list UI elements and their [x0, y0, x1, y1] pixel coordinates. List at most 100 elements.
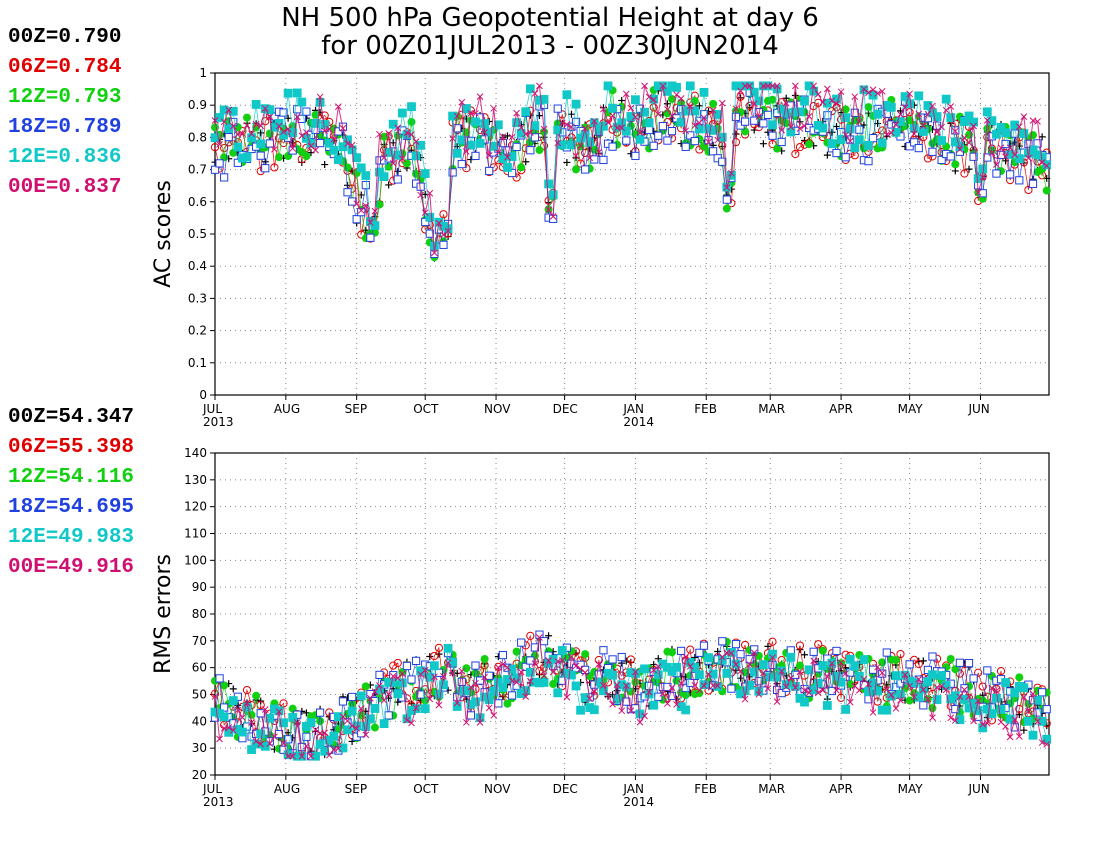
ac-scores-point-18Z [210, 165, 220, 174]
ac-scores-point-12E [964, 111, 974, 121]
rms-errors-point-00E [408, 719, 415, 727]
rms-errors-point-00E [737, 667, 744, 675]
ac-scores-point-12E [635, 134, 645, 144]
rms-errors-ytick-label: 30 [192, 741, 207, 755]
rms-errors-point-00E [947, 714, 955, 722]
rms-errors-point-12E [859, 655, 869, 664]
ac-scores-point-00E [549, 213, 557, 220]
ac-scores-point-00E [750, 100, 758, 108]
rms-errors-point-00E [595, 660, 603, 668]
rms-errors-month-label: AUG [274, 782, 300, 796]
rms-errors-point-06Z [768, 637, 777, 646]
ac-scores-point-18Z [1001, 139, 1010, 149]
ac-scores-point-00E [399, 155, 406, 163]
ac-scores-point-00E [641, 82, 648, 90]
ac-scores-point-12E [439, 221, 448, 231]
ac-scores-point-12E [918, 127, 928, 136]
rms-errors-point-00E [376, 682, 383, 689]
rms-errors-ytick-label: 80 [192, 607, 207, 621]
ac-scores-point-12Z [951, 160, 960, 169]
ac-scores-point-00E [293, 113, 301, 121]
rms-errors-point-12E [439, 680, 448, 690]
rms-errors-point-12Z [252, 691, 261, 700]
rms-errors-point-12E [493, 677, 503, 687]
rms-errors-month-label: APR [829, 782, 853, 796]
ac-scores-point-12E [475, 139, 485, 148]
rms-errors-point-00E [1020, 694, 1028, 701]
rms-errors-point-12Z [549, 680, 558, 689]
ac-scores-point-00E [385, 129, 393, 137]
rms-errors-point-00E [577, 665, 584, 673]
rms-errors-point-12E [745, 680, 755, 690]
ac-scores-month-label: AUG [274, 402, 300, 416]
rms-errors-point-00E [458, 667, 466, 675]
rms-errors-point-12E [301, 722, 311, 731]
rms-errors-point-12E [941, 680, 951, 690]
rms-errors-point-18Z [521, 662, 530, 671]
rms-errors-point-00E [801, 687, 808, 694]
ac-scores-ytick-label: 0.9 [188, 98, 207, 112]
rms-errors-point-12E [1005, 714, 1015, 724]
ac-scores-point-00E [280, 128, 287, 136]
rms-errors-point-00Z [229, 685, 237, 693]
ac-scores-point-00E [394, 124, 402, 132]
ac-scores-point-06Z [439, 210, 448, 219]
ac-scores-point-00E [367, 219, 374, 226]
rms-errors-point-00E [540, 672, 548, 680]
rms-errors-point-12E [864, 687, 873, 696]
ac-scores-point-12Z [288, 122, 297, 131]
ac-scores-point-00Z [503, 132, 511, 140]
ac-scores-point-06Z [768, 139, 777, 149]
rms-errors-point-00E [664, 700, 671, 707]
ac-scores-point-06Z [736, 92, 745, 101]
ac-scores-point-18Z [530, 133, 539, 142]
rms-errors-point-12E [260, 741, 270, 751]
ac-scores-point-18Z [763, 110, 773, 120]
rms-errors-point-00E [1034, 717, 1041, 725]
ac-scores-point-18Z [453, 124, 462, 133]
rms-errors-point-00E [855, 686, 863, 694]
rms-errors-point-00E [321, 729, 329, 737]
ac-scores-point-00E [974, 189, 982, 196]
ac-scores-point-12E [228, 106, 238, 116]
ac-scores-point-12E [992, 129, 1001, 139]
rms-errors-point-00E [814, 689, 822, 697]
rms-errors-point-12E [530, 677, 540, 687]
rms-errors-point-12E [329, 731, 339, 741]
rms-errors-point-00E [357, 705, 365, 713]
rms-legend-item: 00Z=54.347 [8, 406, 135, 429]
rms-errors-point-18Z [951, 705, 960, 714]
ac-scores-point-06Z [960, 169, 969, 178]
rms-errors-month-label: JUL [202, 782, 222, 796]
ac-scores-point-12E [238, 153, 247, 163]
rms-errors-point-00E [261, 706, 269, 713]
ac-scores-point-18Z [910, 138, 919, 147]
rms-errors-point-00E [741, 695, 749, 703]
rms-errors-point-00E [773, 698, 781, 705]
ac-scores-point-00E [590, 117, 598, 125]
ac-scores-point-12Z [380, 132, 389, 141]
rms-errors-point-00E [668, 684, 676, 691]
rms-errors-point-00E [353, 725, 361, 732]
ac-scores-point-18Z [969, 152, 978, 161]
rms-errors-point-12E [448, 657, 458, 667]
rms-errors-point-00E [280, 739, 287, 747]
ac-scores-point-12E [1037, 152, 1047, 162]
ac-scores-month-label: JAN [622, 402, 644, 416]
ac-scores-point-12E [708, 126, 718, 135]
ac-scores-point-00E [828, 97, 836, 105]
rms-errors-point-00E [581, 669, 589, 676]
ac-scores-point-18Z [914, 143, 923, 153]
rms-errors-point-12E [809, 685, 819, 695]
rms-errors-point-12Z [316, 717, 325, 726]
rms-errors-point-00E [1029, 690, 1037, 698]
rms-errors-point-18Z [375, 670, 384, 679]
rms-errors-point-12E [365, 714, 375, 724]
ac-scores-point-12E [535, 95, 544, 105]
rms-errors-point-00E [910, 693, 918, 701]
ac-scores-point-06Z [270, 163, 279, 172]
ac-scores-point-00Z [321, 161, 329, 169]
rms-errors-ytick-label: 140 [184, 446, 207, 460]
ac-scores-point-00E [778, 126, 786, 134]
